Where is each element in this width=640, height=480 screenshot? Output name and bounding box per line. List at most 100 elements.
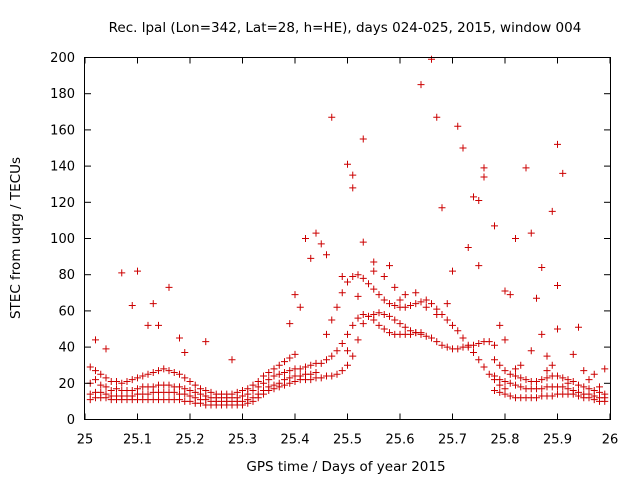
x-tick-label: 25.9: [543, 433, 572, 448]
data-point: [449, 321, 456, 329]
data-point: [296, 365, 304, 373]
data-point: [554, 282, 561, 290]
x-tick-label: 25: [77, 433, 94, 448]
data-point: [165, 367, 173, 375]
data-point: [559, 383, 567, 391]
data-point: [491, 222, 498, 230]
x-tick-label: 26: [602, 433, 619, 448]
data-point: [569, 377, 577, 385]
data-point: [512, 372, 519, 380]
data-point: [197, 385, 204, 393]
data-point: [501, 377, 509, 385]
data-point: [270, 365, 278, 373]
data-point: [281, 376, 288, 384]
data-point: [333, 370, 341, 378]
data-point: [134, 374, 141, 382]
y-tick-label: 0: [67, 413, 75, 428]
data-point: [333, 303, 341, 311]
data-point: [260, 372, 267, 380]
data-point: [543, 367, 551, 375]
data-point: [102, 345, 110, 353]
data-point: [354, 336, 362, 344]
chart-title: Rec. lpal (Lon=342, Lat=28, h=HE), days …: [109, 20, 582, 36]
data-point: [349, 184, 357, 192]
data-point: [585, 385, 593, 393]
data-point: [113, 385, 120, 393]
data-point: [401, 291, 409, 299]
y-tick-label: 160: [50, 123, 75, 138]
x-tick-label: 25.8: [491, 433, 520, 448]
x-tick-label: 25.5: [333, 433, 362, 448]
data-point: [344, 330, 351, 338]
data-point: [459, 144, 467, 152]
data-point: [375, 291, 383, 299]
data-point: [496, 361, 504, 369]
data-point: [590, 370, 598, 378]
data-point: [275, 379, 283, 387]
data-point: [428, 300, 435, 308]
data-point: [491, 372, 498, 380]
data-point: [464, 244, 472, 252]
data-point: [328, 113, 336, 121]
data-point: [386, 329, 393, 337]
data-point: [275, 370, 283, 378]
data-point: [475, 262, 483, 270]
data-point: [139, 372, 147, 380]
data-point: [480, 173, 488, 181]
data-point: [554, 372, 561, 380]
data-point: [443, 316, 451, 324]
data-point: [149, 300, 157, 308]
data-point: [438, 204, 446, 212]
data-point: [333, 347, 341, 355]
data-point: [128, 387, 136, 395]
data-point: [433, 338, 441, 346]
data-point: [338, 339, 346, 347]
data-point: [428, 55, 435, 63]
data-point: [386, 262, 393, 270]
data-point: [443, 300, 451, 308]
data-point: [207, 388, 215, 396]
data-point: [412, 300, 420, 308]
data-point: [176, 383, 183, 391]
data-point: [517, 361, 525, 369]
data-point: [475, 356, 483, 364]
data-point: [349, 273, 357, 281]
data-point: [454, 345, 462, 353]
x-axis-title: GPS time / Days of year 2015: [246, 459, 445, 475]
data-point: [417, 298, 425, 306]
data-point: [181, 385, 189, 393]
data-point: [438, 341, 446, 349]
y-tick-label: 60: [58, 304, 75, 319]
data-point: [328, 372, 336, 380]
data-point: [165, 381, 173, 389]
data-point: [380, 296, 388, 304]
data-point: [286, 367, 294, 375]
data-point: [118, 269, 126, 277]
data-point: [186, 387, 194, 395]
data-point: [186, 377, 194, 385]
data-point: [475, 196, 483, 204]
data-point: [307, 370, 315, 378]
data-point: [181, 374, 189, 382]
data-point: [575, 323, 582, 331]
data-point: [107, 387, 115, 395]
data-point: [386, 300, 393, 308]
data-point: [344, 361, 351, 369]
data-point: [323, 356, 330, 364]
data-point: [191, 381, 199, 389]
data-point: [506, 291, 514, 299]
data-point: [422, 296, 430, 304]
data-point: [144, 370, 152, 378]
data-point: [433, 113, 441, 121]
data-point: [396, 320, 404, 328]
data-point: [317, 240, 325, 248]
y-tick-label: 140: [50, 160, 75, 175]
data-point: [370, 258, 378, 266]
y-tick-label: 40: [58, 341, 75, 356]
data-point: [522, 376, 530, 384]
data-point: [97, 370, 105, 378]
data-point: [375, 321, 383, 329]
data-point: [228, 356, 236, 364]
data-point: [538, 376, 546, 384]
data-point: [370, 285, 378, 293]
